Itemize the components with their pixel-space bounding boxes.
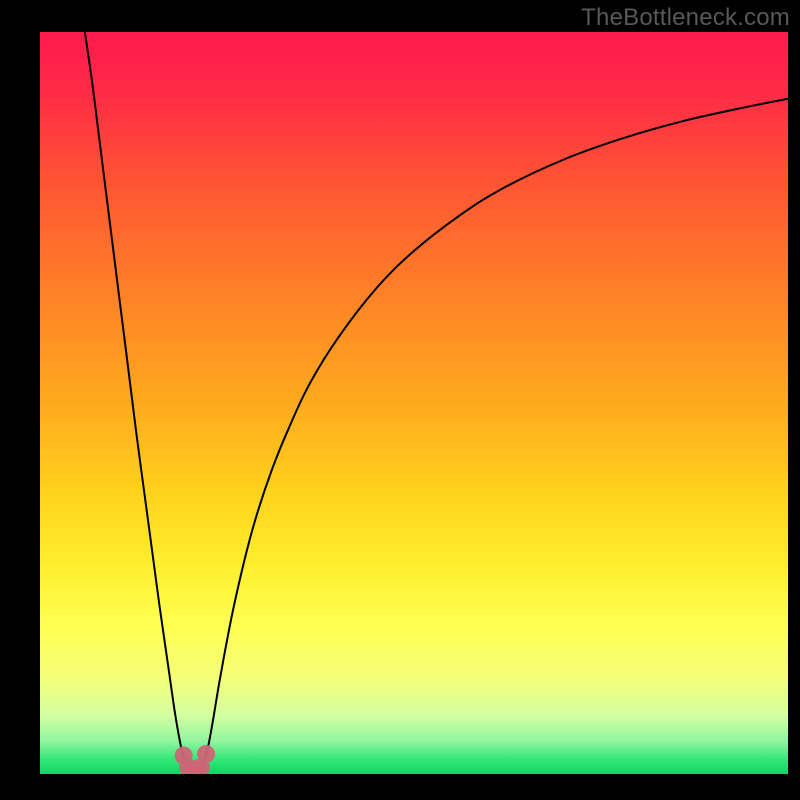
markers-layer bbox=[40, 32, 788, 774]
plot-frame bbox=[40, 32, 788, 774]
chart-container: TheBottleneck.com bbox=[0, 0, 800, 800]
bottleneck-marker bbox=[197, 745, 215, 763]
watermark-text: TheBottleneck.com bbox=[581, 4, 790, 32]
